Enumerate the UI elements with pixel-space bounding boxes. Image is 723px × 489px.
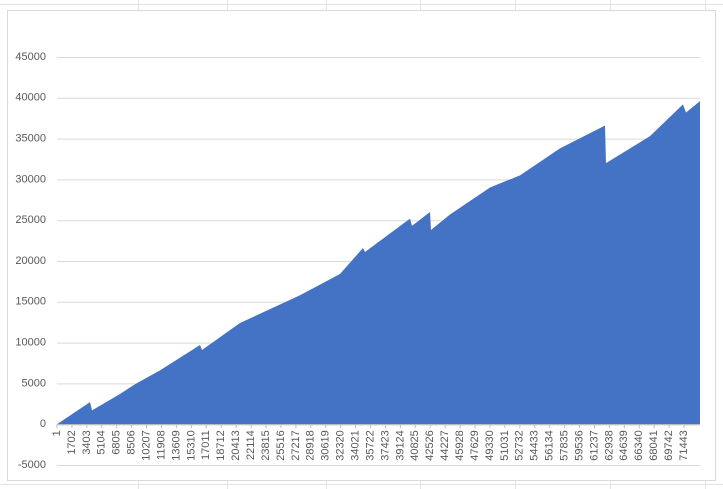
x-tick-label: 18712 — [215, 430, 227, 461]
x-tick-label: 54433 — [529, 430, 541, 461]
x-tick-label: 25516 — [275, 430, 287, 461]
y-tick-label: 25000 — [15, 214, 46, 226]
x-tick-label: 68041 — [648, 430, 660, 461]
x-tick-label: 17011 — [200, 430, 212, 460]
x-tick-label: 11908 — [155, 430, 167, 460]
x-tick-label: 30619 — [320, 430, 332, 461]
x-tick-label: 20413 — [230, 430, 242, 461]
x-tick-label: 69742 — [663, 430, 675, 461]
x-tick-label: 39124 — [394, 430, 406, 461]
y-tick-label: 0 — [40, 418, 46, 430]
x-tick-label: 15310 — [185, 430, 197, 461]
x-tick-label: 61237 — [588, 430, 600, 461]
x-tick-label: 32320 — [335, 430, 347, 461]
x-tick-label: 45928 — [454, 430, 466, 461]
x-tick-label: 6805 — [111, 430, 123, 454]
y-tick-label: 40000 — [15, 92, 46, 104]
x-tick-label: 40825 — [409, 430, 421, 461]
x-tick-label: 3403 — [81, 430, 93, 454]
x-tick-label: 62938 — [603, 430, 615, 461]
x-tick-label: 59536 — [573, 430, 585, 461]
x-tick-label: 34021 — [350, 430, 362, 461]
x-tick-label: 57835 — [559, 430, 571, 461]
x-tick-label: 66340 — [633, 430, 645, 461]
x-tick-label: 28918 — [305, 430, 317, 461]
x-tick-label: 27217 — [290, 430, 302, 461]
x-tick-label: 5104 — [96, 430, 108, 454]
x-tick-label: 1702 — [66, 430, 78, 454]
x-tick-label: 35722 — [364, 430, 376, 461]
y-tick-label: 20000 — [15, 255, 46, 267]
y-tick-label: 15000 — [15, 296, 46, 308]
x-tick-label: 47629 — [469, 430, 481, 461]
y-tick-label: 10000 — [15, 337, 46, 349]
x-tick-label: 13609 — [170, 430, 182, 461]
area — [57, 101, 700, 425]
y-tick-label: -5000 — [18, 459, 46, 471]
x-tick-label: 1 — [51, 430, 63, 436]
y-tick-label: 45000 — [15, 51, 46, 63]
x-tick-label: 52732 — [514, 430, 526, 461]
x-tick-label: 49330 — [484, 430, 496, 461]
x-tick-label: 71443 — [678, 430, 690, 461]
x-tick-label: 64639 — [618, 430, 630, 461]
x-tick-label: 23815 — [260, 430, 272, 461]
x-tick-label: 8506 — [126, 430, 138, 454]
x-tick-label: 51031 — [499, 430, 511, 461]
y-tick-label: 5000 — [22, 377, 46, 389]
x-tick-label: 44227 — [439, 430, 451, 461]
x-tick-label: 56134 — [544, 430, 556, 461]
x-tick-label: 10207 — [140, 430, 152, 461]
x-tick-label: 22114 — [245, 430, 257, 460]
x-tick-label: 37423 — [379, 430, 391, 461]
x-tick-label: 42526 — [424, 430, 436, 461]
y-tick-label: 30000 — [15, 173, 46, 185]
y-tick-label: 35000 — [15, 133, 46, 145]
